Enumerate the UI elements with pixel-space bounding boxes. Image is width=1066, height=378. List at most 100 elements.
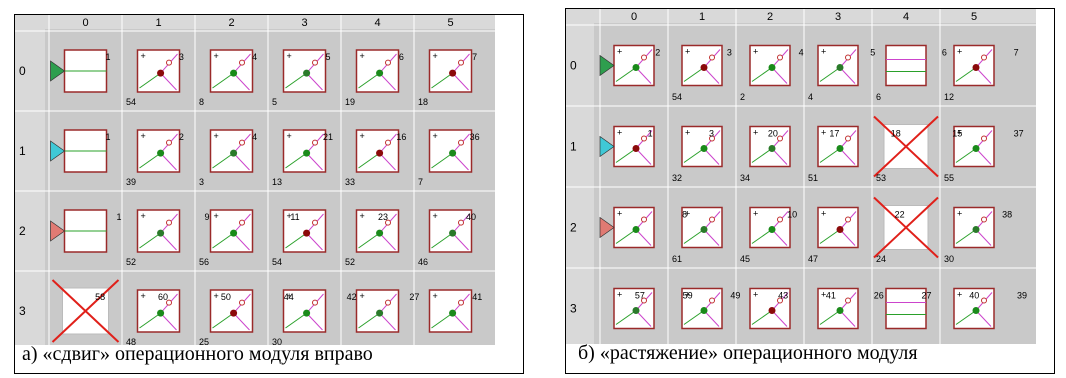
module-plus-marker: + (141, 291, 146, 301)
link-number: 55 (944, 173, 954, 183)
module-wire (431, 152, 453, 169)
module-wire (703, 229, 720, 246)
link-number: 15 (952, 129, 962, 139)
input-port-icon (599, 216, 615, 239)
link-number: 25 (199, 337, 209, 345)
row-header-bar (15, 15, 45, 345)
module-port (777, 135, 783, 142)
module-port (777, 297, 783, 304)
module-node (449, 69, 457, 77)
module-wire (703, 67, 720, 84)
module-wire (139, 232, 161, 249)
module-node (376, 69, 384, 77)
module-wire (819, 229, 841, 244)
module-wire (839, 229, 856, 246)
module-node (632, 307, 640, 314)
module-wire (379, 152, 396, 171)
module-plus-marker: + (287, 131, 292, 141)
column-label: 3 (301, 17, 307, 29)
module-wire (431, 72, 453, 89)
link-number: 4 (252, 52, 257, 62)
module-node (230, 149, 238, 157)
module-plus-marker: + (957, 290, 962, 300)
module-wire (160, 232, 177, 251)
module-wire (975, 229, 992, 246)
link-number: 1 (105, 52, 110, 62)
input-port-icon (50, 220, 66, 242)
module-plus-marker: + (753, 47, 758, 57)
link-number: 6 (399, 52, 404, 62)
module-node (700, 64, 708, 71)
module-port (166, 139, 172, 146)
link-number: 5 (272, 97, 277, 107)
module-wire (703, 148, 720, 165)
module-node (303, 69, 311, 77)
link-number: 45 (740, 254, 750, 264)
module-plus-marker: + (685, 47, 690, 57)
module-port (385, 299, 391, 306)
module-wire (683, 148, 705, 163)
module-wire (212, 72, 234, 89)
link-number: 34 (740, 173, 750, 183)
module-node (836, 226, 844, 233)
module-plus-marker: + (821, 128, 826, 138)
module-plus-marker: + (360, 51, 365, 61)
link-number: 33 (345, 177, 355, 187)
link-number: 40 (969, 291, 979, 301)
module-port (641, 135, 647, 142)
module-plus-marker: + (214, 51, 219, 61)
module-plus-marker: + (753, 290, 758, 300)
module-port (709, 216, 715, 223)
module-plus-marker: + (753, 209, 758, 219)
module-plus-marker: + (287, 291, 292, 301)
module-wire (212, 232, 234, 249)
module-wire (771, 67, 788, 84)
row-label: 3 (570, 302, 577, 316)
panel-shift-right: 0 1 2 3 4 5 0 1 2 3 + + + + + + + + + + + + + + + + + + + +1 3 4 5 6 7 1 2 4 2… (14, 14, 524, 374)
module-plus-marker: + (957, 128, 962, 138)
link-number: 23 (378, 212, 388, 222)
link-number: 39 (126, 177, 136, 187)
link-number: 44 (284, 292, 294, 302)
module-wire (819, 67, 841, 82)
link-number: 4 (252, 132, 257, 142)
link-number: 2 (740, 92, 745, 102)
module-node (700, 145, 708, 152)
link-number: 54 (126, 97, 136, 107)
operation-module (885, 44, 927, 87)
module-wire (431, 312, 453, 329)
link-number: 6 (942, 48, 947, 58)
module-wire (452, 152, 469, 171)
link-number: 47 (808, 254, 818, 264)
link-number: 22 (895, 210, 905, 220)
row-label: 2 (19, 224, 26, 238)
link-number: 12 (944, 92, 954, 102)
module-wire (683, 310, 705, 325)
module-wire (233, 232, 250, 251)
module-node (157, 149, 165, 157)
module-node (632, 145, 640, 152)
module-port (312, 139, 318, 146)
column-label: 0 (631, 11, 637, 23)
module-port (166, 299, 172, 306)
module-plus-marker: + (685, 290, 690, 300)
link-number: 61 (672, 254, 682, 264)
module-plus-marker: + (617, 290, 622, 300)
module-port (239, 219, 245, 226)
input-port-icon (50, 140, 66, 162)
module-wire (751, 229, 773, 244)
link-number: 5 (870, 48, 875, 58)
module-node (303, 309, 311, 317)
module-node (768, 64, 776, 71)
module-node (632, 64, 640, 71)
row-label: 2 (570, 221, 577, 235)
module-node (632, 226, 640, 233)
module-node (376, 309, 384, 317)
link-number: 57 (635, 291, 645, 301)
module-plus-marker: + (685, 128, 690, 138)
module-wire (615, 67, 637, 82)
module-plus-marker: + (141, 131, 146, 141)
module-wire (635, 310, 652, 327)
column-label: 5 (971, 11, 977, 23)
module-node (157, 69, 165, 77)
